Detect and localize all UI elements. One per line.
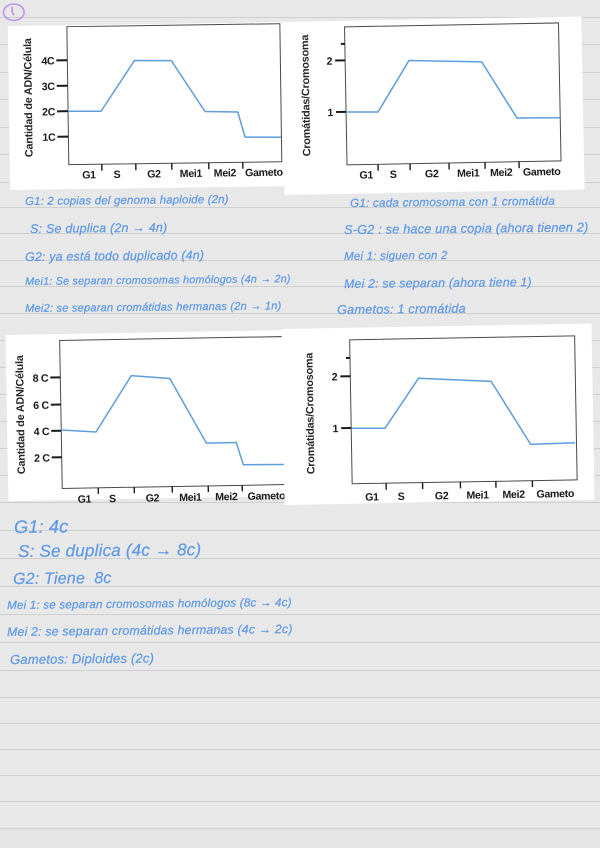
svg-text:S: S xyxy=(109,493,116,505)
svg-text:Mei2: Mei2 xyxy=(490,167,513,179)
svg-text:S: S xyxy=(398,491,405,503)
svg-text:G1: G1 xyxy=(82,169,96,181)
svg-text:G1: G1 xyxy=(359,169,373,181)
svg-text:Mei1: Mei1 xyxy=(179,492,202,504)
svg-text:Cromátidas/Cromosoma: Cromátidas/Cromosoma xyxy=(299,34,313,157)
svg-text:Gameto: Gameto xyxy=(523,166,562,179)
svg-text:4C: 4C xyxy=(41,55,55,67)
svg-text:S: S xyxy=(113,169,120,181)
svg-text:G1: G1 xyxy=(78,494,92,506)
svg-text:G2: G2 xyxy=(425,168,439,180)
svg-text:1C: 1C xyxy=(42,132,56,144)
svg-text:Mei2: Mei2 xyxy=(502,489,525,501)
svg-text:Cantidad de ADN/Célula: Cantidad de ADN/Célula xyxy=(14,354,28,474)
svg-text:Cantidad de ADN/Célula: Cantidad de ADN/Célula xyxy=(22,37,36,157)
svg-text:6 C: 6 C xyxy=(33,400,49,412)
svg-text:8 C: 8 C xyxy=(33,373,49,385)
svg-text:Mei1: Mei1 xyxy=(457,167,480,179)
svg-text:Gameto: Gameto xyxy=(245,167,284,180)
svg-text:Gameto: Gameto xyxy=(536,488,575,501)
svg-text:2: 2 xyxy=(332,371,338,383)
svg-text:Gameto: Gameto xyxy=(247,490,286,503)
svg-text:3C: 3C xyxy=(42,81,56,93)
svg-text:Mei2: Mei2 xyxy=(215,491,238,503)
svg-text:2 C: 2 C xyxy=(34,452,50,464)
svg-text:2C: 2C xyxy=(42,106,56,118)
svg-text:Cromátidas/Cromosoma: Cromátidas/Cromosoma xyxy=(303,352,317,475)
svg-text:Mei2: Mei2 xyxy=(214,167,237,179)
svg-text:1: 1 xyxy=(333,423,339,435)
svg-text:S: S xyxy=(390,169,397,181)
svg-text:G2: G2 xyxy=(147,168,161,180)
svg-text:G2: G2 xyxy=(146,492,160,504)
svg-text:4 C: 4 C xyxy=(34,426,50,438)
svg-text:Mei1: Mei1 xyxy=(466,489,489,501)
svg-text:G1: G1 xyxy=(365,491,379,503)
svg-text:G2: G2 xyxy=(435,490,449,502)
svg-text:2: 2 xyxy=(326,56,332,68)
svg-text:1: 1 xyxy=(327,107,333,119)
svg-text:Mei1: Mei1 xyxy=(180,168,203,180)
